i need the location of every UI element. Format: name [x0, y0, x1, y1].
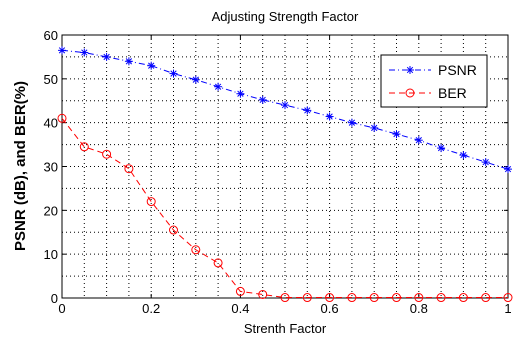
data-point-circle: [436, 293, 446, 303]
star-stroke: [437, 144, 445, 152]
data-point-circle: [169, 225, 178, 235]
data-point-circle: [392, 293, 401, 303]
star-stroke: [103, 53, 110, 61]
data-point-circle: [191, 245, 201, 255]
data-point-star: [191, 75, 200, 84]
data-point-circle: [124, 164, 134, 174]
star-stroke: [281, 101, 289, 109]
star-stroke: [125, 58, 133, 65]
x-tick-label: 0.4: [231, 301, 249, 316]
data-point-star: [347, 118, 356, 127]
data-point-star: [102, 52, 111, 61]
series-psnr: [58, 46, 512, 174]
series-layer: [57, 46, 513, 303]
data-point-circle: [302, 293, 312, 303]
star-stroke: [406, 66, 414, 74]
x-ticks: 0 0.2 0.4 0.6 0.8 1: [58, 35, 512, 316]
data-point-circle: [481, 293, 491, 303]
series-ber: [57, 113, 513, 303]
star-stroke: [460, 151, 467, 159]
star-stroke: [192, 76, 199, 83]
data-point-star: [124, 57, 133, 66]
x-tick-label: 0.2: [142, 301, 160, 316]
star-stroke: [482, 158, 489, 166]
data-point-star: [58, 46, 66, 55]
data-point-circle: [347, 293, 357, 303]
data-point-circle: [503, 293, 513, 303]
data-point-star: [406, 66, 414, 74]
data-point-circle: [405, 88, 415, 98]
data-point-star: [281, 101, 289, 110]
star-stroke: [504, 165, 512, 173]
star-stroke: [393, 130, 400, 138]
data-point-star: [392, 130, 401, 139]
data-point-star: [80, 48, 89, 57]
x-tick-label: 0.6: [321, 301, 339, 316]
x-tick-label: 0: [58, 301, 65, 316]
y-tick-label: 60: [44, 28, 58, 43]
star-stroke: [304, 107, 311, 114]
data-point-star: [325, 112, 334, 121]
y-ticks: 0 10 20 30 40 50 60: [44, 28, 508, 306]
data-point-circle: [146, 197, 156, 207]
data-point-star: [214, 82, 223, 91]
x-axis-label: Strenth Factor: [244, 321, 327, 336]
y-tick-label: 40: [44, 116, 58, 131]
star-stroke: [348, 119, 356, 126]
data-point-star: [258, 95, 267, 104]
x-tick-label: 0.8: [410, 301, 428, 316]
legend: PSNR BER: [380, 54, 488, 108]
data-point-star: [370, 123, 379, 132]
star-stroke: [237, 90, 244, 97]
star-stroke: [148, 62, 155, 69]
data-point-star: [437, 144, 446, 153]
data-point-star: [504, 165, 512, 174]
chart-title: Adjusting Strength Factor: [212, 9, 359, 24]
data-point-star: [303, 106, 312, 115]
star-stroke: [259, 96, 266, 104]
data-point-circle: [102, 149, 112, 159]
star-stroke: [58, 47, 66, 54]
data-point-circle: [213, 258, 223, 268]
data-point-star: [459, 151, 468, 160]
y-axis-label: PSNR (dB), and BER(%): [12, 81, 29, 251]
data-point-star: [169, 69, 178, 78]
data-point-star: [414, 136, 423, 145]
y-tick-label: 20: [44, 203, 58, 218]
legend-box: [380, 54, 488, 108]
data-point-star: [236, 89, 245, 98]
x-tick-label: 1: [504, 301, 511, 316]
data-point-star: [147, 61, 156, 70]
star-stroke: [214, 83, 222, 90]
star-stroke: [81, 49, 88, 56]
data-point-circle: [458, 293, 468, 303]
legend-label-ber: BER: [438, 85, 467, 101]
data-point-circle: [280, 293, 290, 303]
data-point-star: [481, 158, 490, 167]
y-tick-label: 30: [44, 160, 58, 175]
data-point-circle: [258, 289, 268, 299]
data-point-circle: [235, 286, 245, 296]
y-tick-label: 10: [44, 247, 58, 262]
data-point-circle: [57, 113, 67, 123]
y-tick-label: 50: [44, 72, 58, 87]
data-point-circle: [369, 293, 379, 303]
data-point-circle: [325, 293, 335, 303]
star-stroke: [371, 124, 378, 132]
data-point-circle: [79, 142, 89, 152]
y-tick-label: 0: [51, 291, 58, 306]
star-stroke: [415, 137, 422, 144]
legend-label-psnr: PSNR: [438, 62, 477, 78]
data-point-circle: [414, 293, 424, 303]
star-stroke: [170, 70, 177, 77]
star-stroke: [326, 113, 333, 120]
